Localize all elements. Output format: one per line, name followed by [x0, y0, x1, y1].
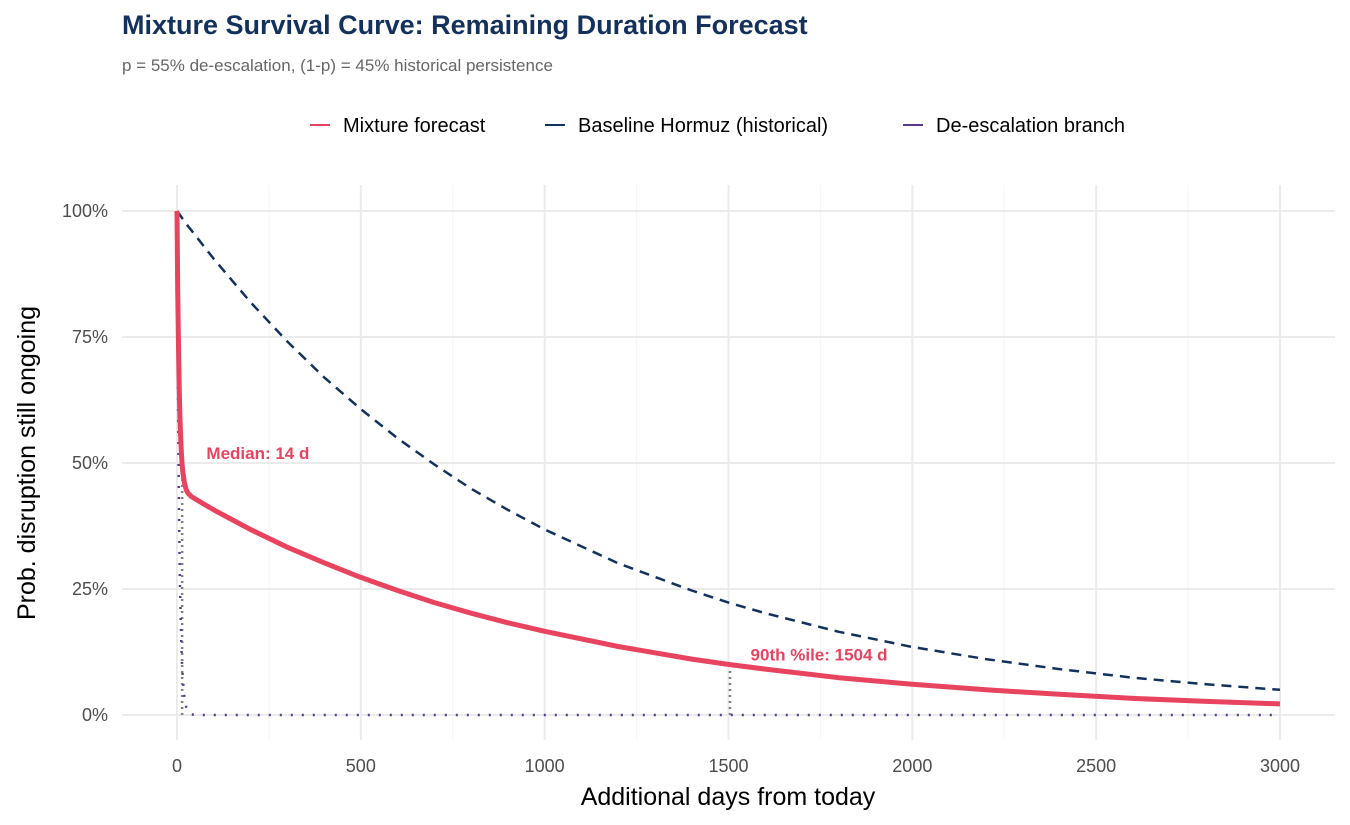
x-axis-label: Additional days from today [581, 783, 876, 811]
annotation-label: Median: 14 d [206, 444, 309, 463]
x-tick-label: 1000 [525, 756, 565, 776]
series-line-de-escalation-branch [175, 210, 1280, 717]
y-tick-label: 0% [82, 705, 108, 725]
y-tick-label: 100% [62, 201, 108, 221]
x-tick-label: 2500 [1076, 756, 1116, 776]
legend-label: Mixture forecast [343, 115, 486, 137]
legend-label: Baseline Hormuz (historical) [578, 115, 828, 137]
y-tick-label: 50% [72, 453, 108, 473]
y-tick-label: 75% [72, 327, 108, 347]
annotation-label: 90th %ile: 1504 d [751, 646, 888, 665]
x-tick-label: 1500 [708, 756, 748, 776]
chart-title: Mixture Survival Curve: Remaining Durati… [122, 10, 808, 40]
y-axis-label: Prob. disruption still ongoing [13, 306, 41, 620]
y-tick-label: 25% [72, 579, 108, 599]
series-line-baseline-hormuz-historical- [175, 210, 1281, 692]
x-tick-label: 500 [346, 756, 376, 776]
x-tick-label: 3000 [1260, 756, 1300, 776]
x-tick-label: 2000 [892, 756, 932, 776]
x-tick-label: 0 [172, 756, 182, 776]
legend-label: De-escalation branch [936, 115, 1125, 137]
chart-subtitle: p = 55% de-escalation, (1-p) = 45% histo… [122, 56, 553, 75]
series-line-mixture-forecast [174, 210, 1281, 707]
